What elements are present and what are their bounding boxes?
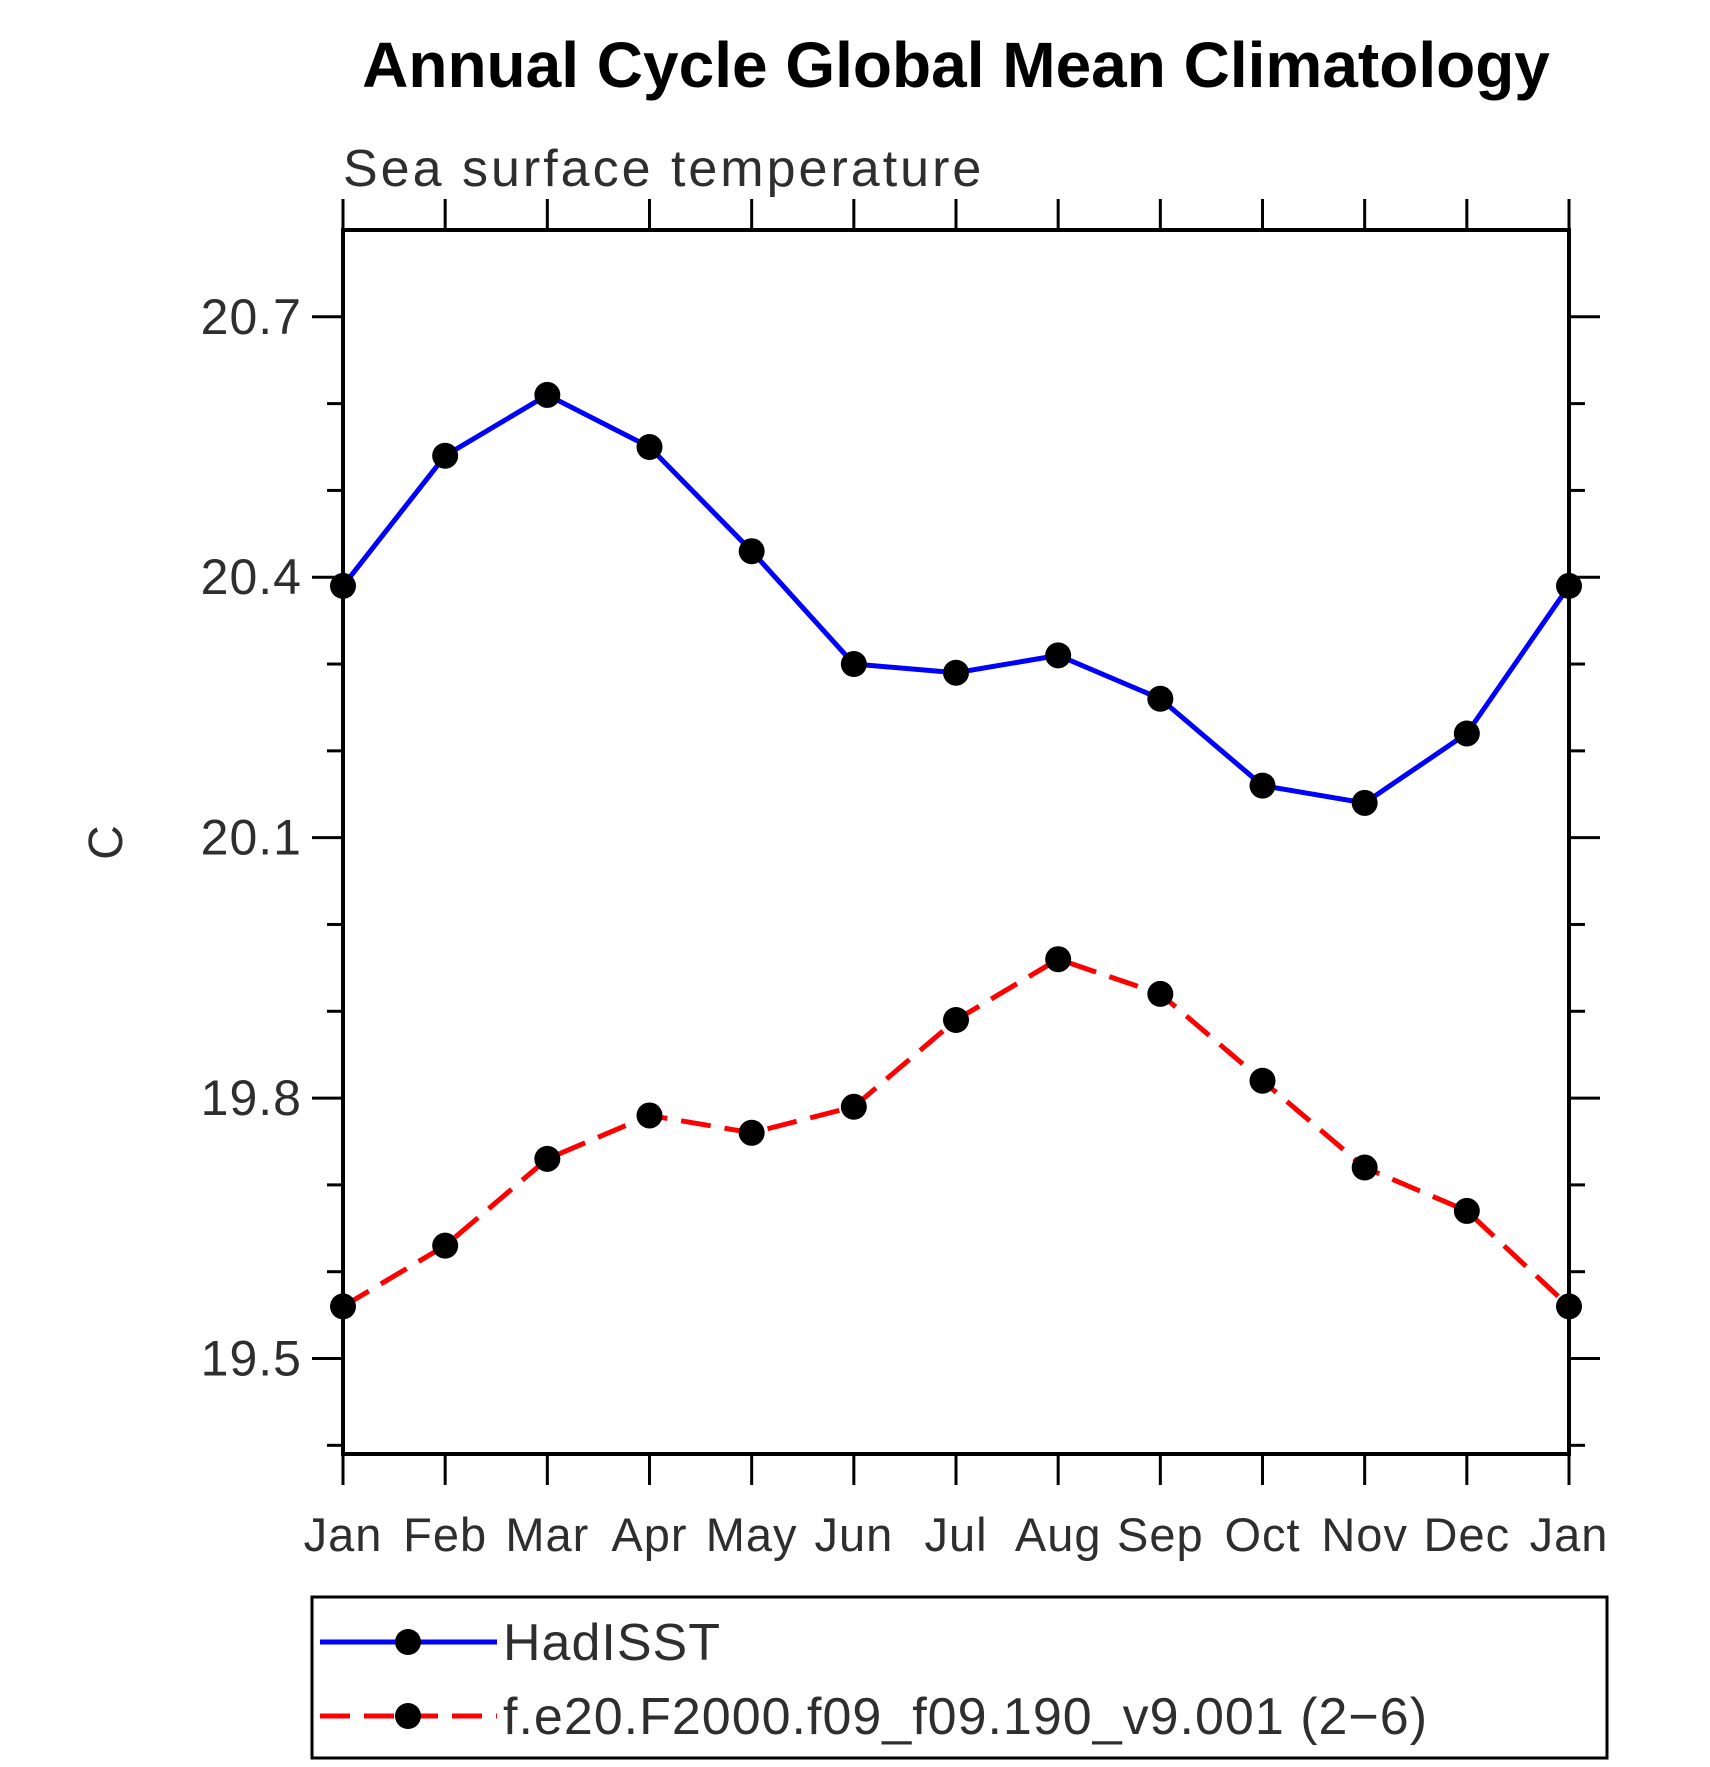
legend-label-model: f.e20.F2000.f09_f09.190_v9.001 (2−6) <box>503 1688 1428 1746</box>
data-point <box>943 1006 969 1033</box>
series-line-hadisst <box>341 392 1572 806</box>
chart-subtitle: Sea surface temperature <box>343 140 984 198</box>
x-tick-label: Mar <box>505 1508 589 1561</box>
data-point <box>738 538 765 565</box>
y-tick-label: 20.7 <box>201 289 302 345</box>
data-point <box>1351 789 1378 816</box>
data-point <box>1249 772 1276 799</box>
data-point <box>636 1102 663 1129</box>
x-tick-label: Jan <box>304 1508 383 1561</box>
y-tick-label: 19.5 <box>201 1331 302 1387</box>
x-tick-label: Jun <box>814 1508 893 1561</box>
data-point <box>840 651 867 678</box>
data-point <box>1249 1067 1276 1094</box>
data-point <box>636 434 663 461</box>
legend-label-hadisst: HadISST <box>503 1614 721 1672</box>
y-tick-label: 19.8 <box>201 1070 302 1126</box>
data-point <box>534 1145 561 1172</box>
x-tick-label: Dec <box>1424 1508 1511 1561</box>
data-point <box>840 1093 867 1120</box>
data-point <box>943 659 969 686</box>
x-tick-label: Sep <box>1117 1508 1204 1561</box>
x-tick-label: Jul <box>924 1508 987 1561</box>
x-tick-label: Apr <box>611 1508 687 1561</box>
y-tick-label: 20.4 <box>201 549 302 605</box>
data-point <box>1556 1293 1582 1320</box>
x-tick-label: Aug <box>1015 1508 1102 1561</box>
legend-marker-model <box>395 1703 421 1729</box>
y-tick-label: 20.1 <box>201 810 302 866</box>
x-tick-label: Oct <box>1224 1508 1300 1561</box>
legend: HadISST f.e20.F2000.f09_f09.190_v9.001 (… <box>310 1595 1609 1760</box>
data-point <box>1556 572 1582 599</box>
data-point <box>432 442 459 469</box>
data-point <box>1147 685 1174 712</box>
legend-marker-hadisst <box>395 1629 421 1655</box>
data-point <box>1147 980 1174 1007</box>
chart-title: Annual Cycle Global Mean Climatology <box>362 29 1550 101</box>
data-point <box>1045 946 1072 973</box>
data-point <box>1453 1197 1480 1224</box>
data-point <box>330 1293 356 1320</box>
data-point <box>1351 1154 1378 1181</box>
plot-frame <box>341 228 1571 1456</box>
data-point <box>432 1232 459 1259</box>
data-point <box>330 572 356 599</box>
data-point <box>1453 720 1480 747</box>
data-point <box>738 1119 765 1146</box>
plot-area: Jan Feb Mar Apr May Jun Jul Aug Sep Oct Nov Dec Jan 1… <box>201 199 1609 1561</box>
x-tick-label: Nov <box>1321 1508 1408 1561</box>
y-axis-label: C <box>80 824 133 860</box>
data-point <box>1045 642 1072 669</box>
legend-box <box>310 1595 1609 1760</box>
x-tick-label: Feb <box>403 1508 487 1561</box>
data-point <box>534 381 561 408</box>
x-tick-label: May <box>706 1508 798 1561</box>
x-tick-label: Jan <box>1530 1508 1609 1561</box>
